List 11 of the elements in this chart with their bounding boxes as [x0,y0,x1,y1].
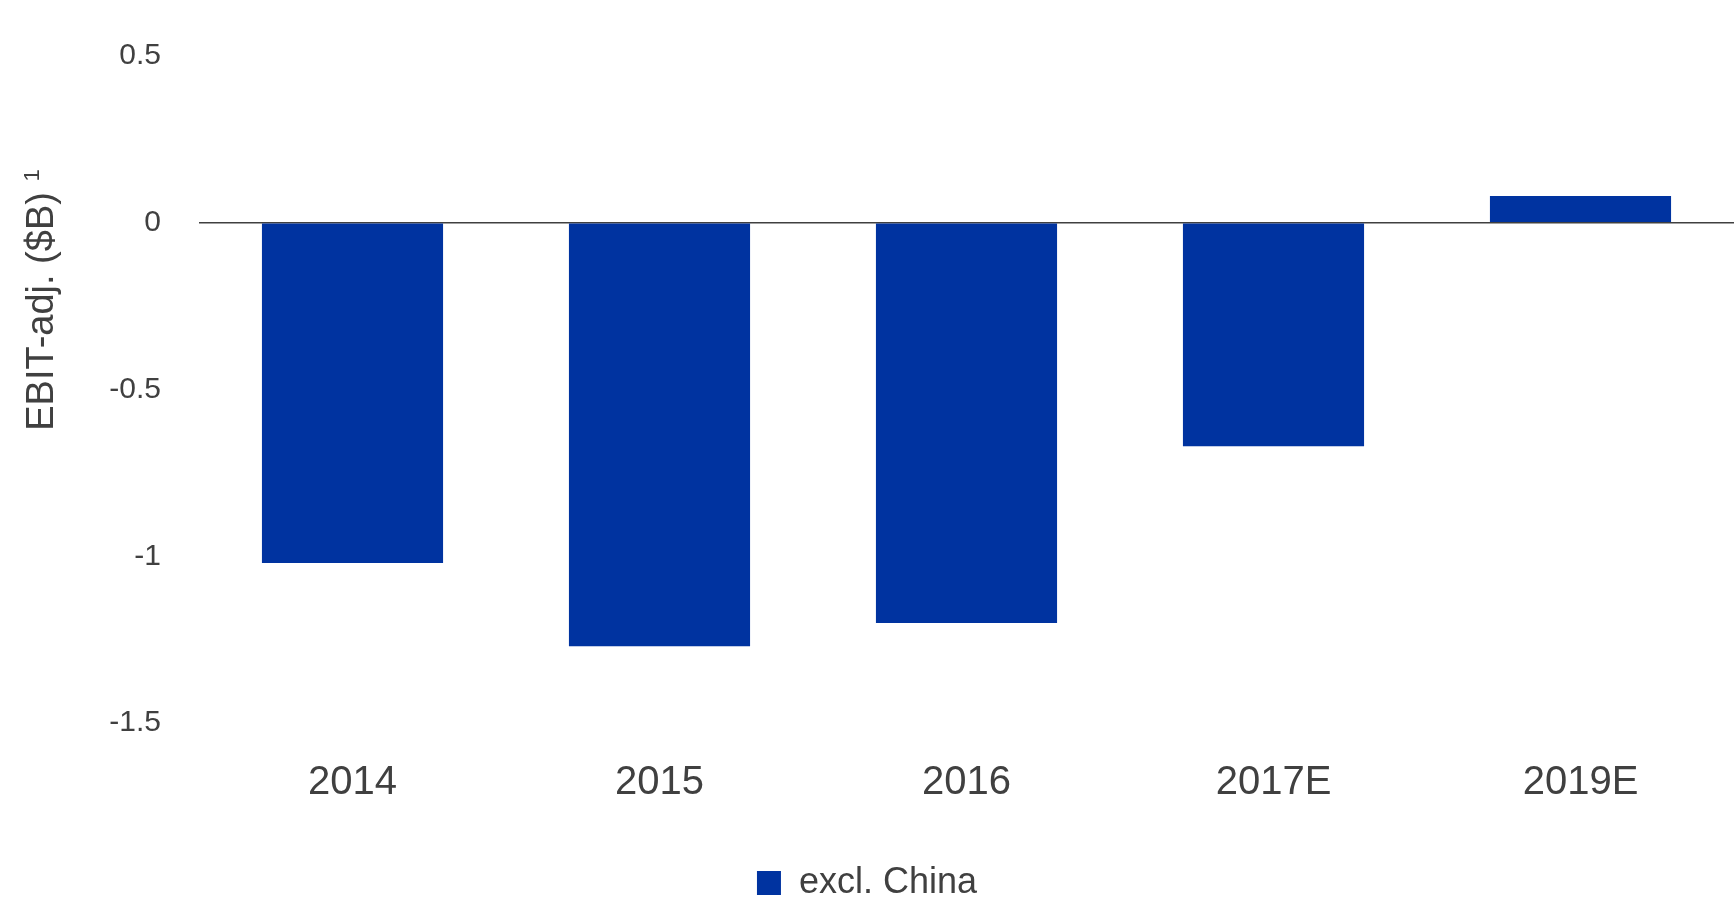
x-tick-label: 2017E [1215,758,1332,803]
x-tick-label: 2019E [1522,758,1639,803]
x-tick-label: 2016 [922,758,1011,803]
y-tick-label: -1 [134,537,161,571]
legend-label: excl. China [798,859,979,901]
y-tick-label: 0 [144,204,161,238]
y-tick-label: 0.5 [119,37,161,71]
x-tick-label: 2015 [615,758,704,803]
y-tick-label: -0.5 [109,370,161,404]
x-tick-label: 2014 [308,758,397,803]
y-tick-label: -1.5 [109,704,161,738]
